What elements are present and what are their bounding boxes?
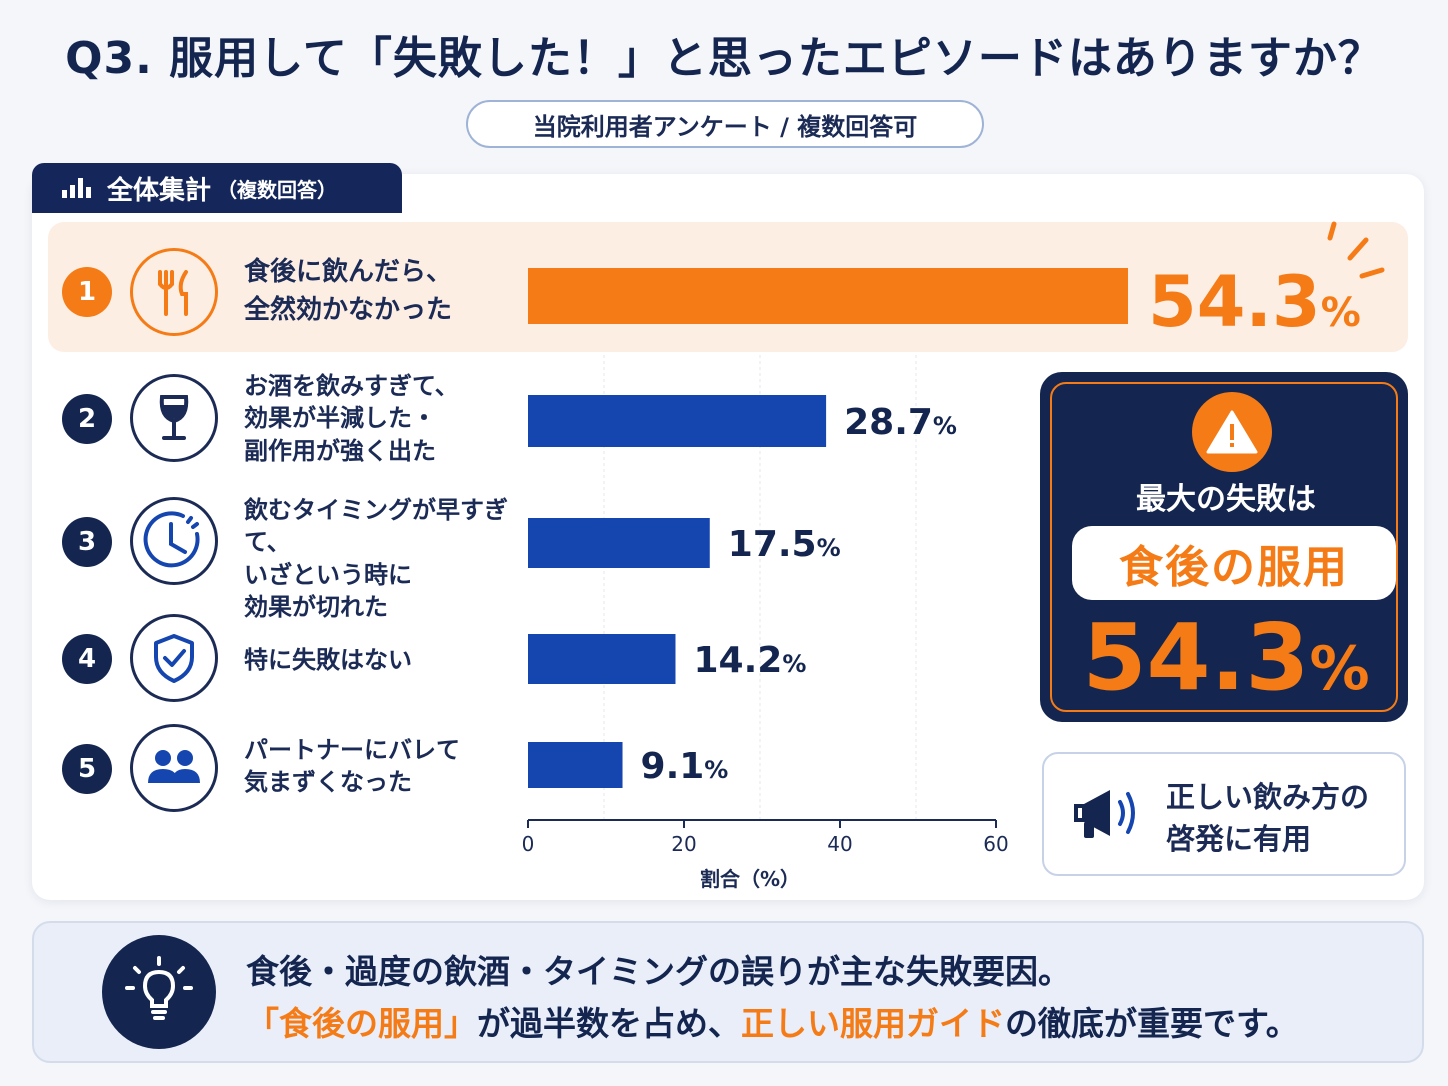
bar-value-label: 28.7% xyxy=(844,402,957,443)
bar-value-label: 54.3% xyxy=(1148,261,1361,343)
section-subtitle: （複数回答） xyxy=(217,177,338,202)
page-title: Q3. 服用して「失敗した！」と思ったエピソードはありますか？ xyxy=(65,33,1383,84)
section-tab: 全体集計 （複数回答） xyxy=(32,163,402,213)
shield-check-icon xyxy=(130,614,218,702)
summary-footer: 食後・過度の飲酒・タイミングの誤りが主な失敗要因。 「食後の服用」が過半数を占め… xyxy=(32,921,1424,1063)
warning-icon xyxy=(1192,392,1272,472)
row-label: 飲むタイミングが早すぎて、 いざという時に 効果が切れた xyxy=(244,496,508,622)
bar xyxy=(528,395,827,447)
lightbulb-icon xyxy=(102,935,216,1049)
summary-line-2: 「食後の服用」が過半数を占め、正しい服用ガイドの徹底が重要です。 xyxy=(246,997,1299,1045)
survey-subtitle: 当院利用者アンケート / 複数回答可 xyxy=(466,100,984,148)
row-label: 食後に飲んだら、 全然効かなかった xyxy=(244,257,453,325)
row-label: お酒を飲みすぎて、 効果が半減した・ 副作用が強く出た xyxy=(244,372,459,465)
summary-line-1: 食後・過度の飲酒・タイミングの誤りが主な失敗要因。 xyxy=(246,952,1071,991)
summary-text: の徹底が重要です。 xyxy=(1005,1004,1299,1043)
note-text: 正しい飲み方の 啓発に有用 xyxy=(1166,780,1370,857)
emphasis-burst xyxy=(1359,267,1385,279)
x-tick-label: 40 xyxy=(827,832,852,856)
x-tick-label: 20 xyxy=(671,832,696,856)
summary-highlight: 「食後の服用」 xyxy=(246,1004,477,1043)
callout-lead: 最大の失敗は xyxy=(1136,482,1316,517)
bar-value-label: 17.5% xyxy=(728,524,841,565)
bar-value-label: 9.1% xyxy=(641,746,729,787)
summary-highlight: 正しい服用ガイド xyxy=(741,1004,1005,1043)
rank-badge: 4 xyxy=(62,634,112,684)
bar xyxy=(528,518,710,568)
fork-knife-icon xyxy=(130,248,218,336)
wine-glass-icon xyxy=(130,374,218,462)
emphasis-burst xyxy=(1347,237,1369,261)
callout-value: 54.3% xyxy=(1052,608,1400,719)
clock-icon xyxy=(130,497,218,585)
bar-chart-icon xyxy=(62,178,91,198)
section-title: 全体集計 xyxy=(107,175,212,206)
bar-value-label: 14.2% xyxy=(693,640,806,681)
megaphone-icon xyxy=(1066,780,1146,854)
x-tick-label: 0 xyxy=(522,832,535,856)
bar xyxy=(528,742,623,788)
rank-badge: 1 xyxy=(62,267,112,317)
rank-badge: 5 xyxy=(62,744,112,794)
note-box: 正しい飲み方の 啓発に有用 xyxy=(1042,752,1406,876)
callout-number: 54.3 xyxy=(1082,604,1310,711)
callout-border: 最大の失敗は 食後の服用 54.3% xyxy=(1050,382,1398,712)
x-tick-label: 60 xyxy=(983,832,1008,856)
bar xyxy=(528,634,676,684)
callout-unit: % xyxy=(1309,634,1370,704)
people-icon xyxy=(130,724,218,812)
rank-badge: 3 xyxy=(62,517,112,567)
bar xyxy=(528,268,1128,324)
row-label: 特に失敗はない xyxy=(244,646,412,674)
key-finding-callout: 最大の失敗は 食後の服用 54.3% xyxy=(1040,372,1408,722)
emphasis-burst xyxy=(1327,221,1337,241)
callout-highlight: 食後の服用 xyxy=(1072,526,1396,600)
summary-text: が過半数を占め、 xyxy=(477,1004,741,1043)
x-axis-label: 割合（%） xyxy=(700,867,800,891)
row-label: パートナーにバレて 気まずくなった xyxy=(244,736,460,797)
rank-badge: 2 xyxy=(62,394,112,444)
